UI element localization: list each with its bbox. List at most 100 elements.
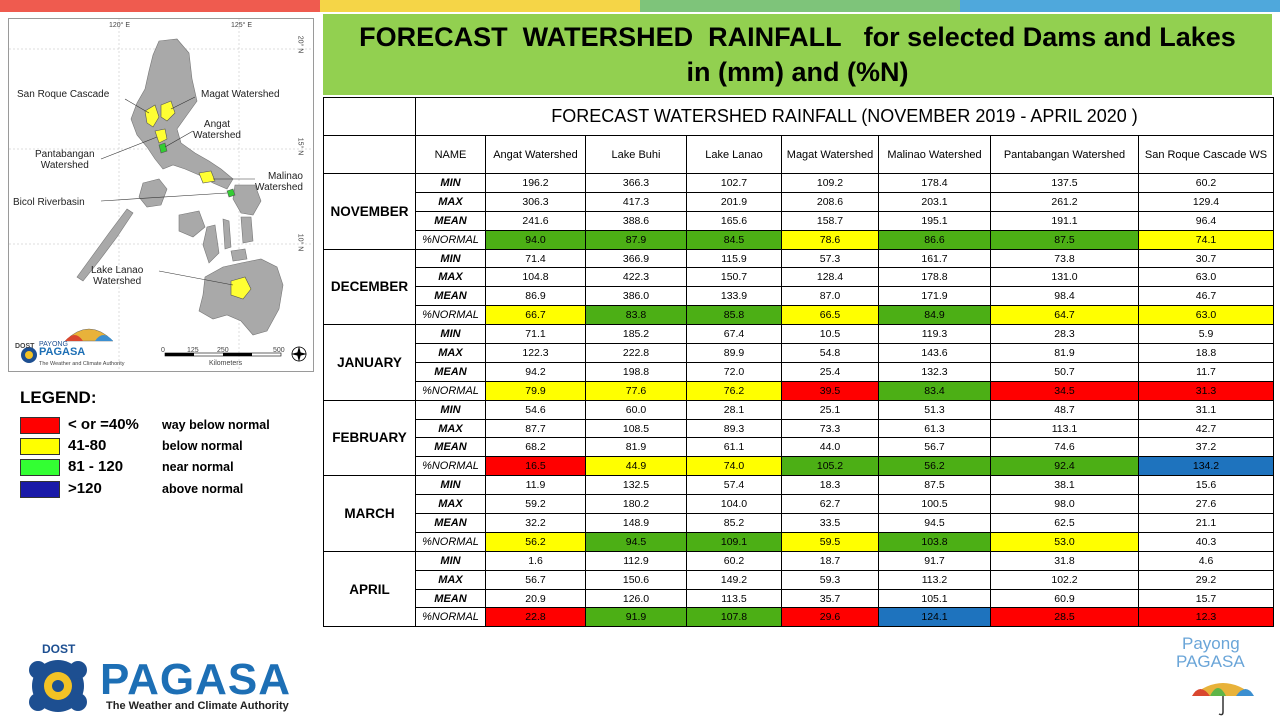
table-cell: 115.9 — [686, 248, 782, 269]
stat-label: MAX — [415, 343, 486, 363]
lake-lanao-watershed-area — [230, 276, 252, 300]
table-cell: 112.9 — [585, 550, 687, 571]
table-cell: 15.6 — [1137, 475, 1275, 496]
table-cell: 50.7 — [990, 361, 1139, 382]
table-cell: 84.9 — [878, 305, 991, 326]
name-header: NAME — [415, 135, 486, 174]
table-cell: 208.6 — [781, 191, 879, 212]
table-cell: 12.3 — [1137, 607, 1275, 628]
table-cell: 21.1 — [1137, 513, 1275, 533]
table-cell: 94.0 — [485, 229, 586, 250]
table-cell: 366.3 — [585, 173, 687, 193]
table-cell: 137.5 — [990, 173, 1139, 193]
table-cell: 74.1 — [1137, 229, 1275, 250]
stat-label: MEAN — [415, 513, 486, 533]
table-cell: 62.7 — [781, 494, 879, 515]
table-row: MEAN 68.2 81.9 61.1 44.0 56.7 74.6 37.2 — [324, 437, 1275, 458]
table-row: MAX 122.3 222.8 89.9 54.8 143.6 81.9 18.8 — [324, 343, 1275, 363]
table-cell: 44.0 — [781, 437, 879, 458]
table-cell: 158.7 — [781, 210, 879, 231]
table-row: MEAN 20.9 126.0 113.5 35.7 105.1 60.9 15.7 — [324, 588, 1275, 609]
footer-pagasa-wordmark: PAGASA — [100, 655, 291, 704]
lat-label-20: 20° N — [296, 35, 304, 54]
table-cell: 203.1 — [878, 191, 991, 212]
table-cell: 29.6 — [781, 607, 879, 628]
rainfall-table-container: FORECAST WATERSHED RAINFALL (NOVEMBER 20… — [323, 97, 1275, 628]
table-cell: 38.1 — [990, 475, 1139, 496]
table-row: NOVEMBER MIN 196.2 366.3 102.7 109.2 178.4 137.… — [323, 173, 1275, 250]
table-cell: 64.7 — [990, 305, 1139, 326]
table-cell: 149.2 — [686, 569, 782, 590]
table-row: DECEMBER MIN 71.4 366.9 115.9 57.3 161.7 73.8 30… — [323, 248, 1275, 326]
label-san-roque-cascade: San Roque Cascade — [17, 89, 110, 100]
table-cell: 109.2 — [781, 173, 879, 193]
table-cell: 31.8 — [990, 550, 1139, 571]
table-cell: 185.2 — [585, 324, 687, 345]
pantabangan-watershed-area — [154, 128, 168, 144]
table-cell: 78.6 — [781, 229, 879, 250]
san-roque-watershed-area — [144, 104, 160, 128]
payong-pagasa-label: PAGASA — [1176, 652, 1245, 671]
scale-tick-500: 500 — [273, 347, 285, 354]
table-row: %NORMAL 22.8 91.9 107.8 29.6 124.1 28.5 12.3 — [324, 607, 1275, 628]
table-cell: 72.0 — [686, 361, 782, 382]
table-cell: 109.1 — [686, 531, 782, 552]
table-cell: 104.8 — [485, 267, 586, 288]
table-row: %NORMAL 16.5 44.9 74.0 105.2 56.2 92.4 134.2 — [324, 456, 1275, 477]
map-logo-pagasa: PAGASA — [39, 346, 86, 358]
month-label: JANUARY — [323, 324, 416, 401]
table-cell: 87.0 — [781, 286, 879, 307]
table-cell: 33.5 — [781, 513, 879, 533]
table-cell: 81.9 — [990, 343, 1139, 363]
table-cell: 25.1 — [781, 399, 879, 420]
legend-desc: near normal — [162, 460, 234, 474]
table-cell: 73.8 — [990, 248, 1139, 269]
table-cell: 422.3 — [585, 267, 687, 288]
table-cell: 178.8 — [878, 267, 991, 288]
table-cell: 178.4 — [878, 173, 991, 193]
scale-tick-0: 0 — [161, 347, 165, 354]
table-cell: 48.7 — [990, 399, 1139, 420]
table-row: %NORMAL 79.9 77.6 76.2 39.5 83.4 34.5 31.3 — [324, 380, 1275, 401]
table-cell: 1.6 — [485, 550, 586, 571]
table-cell: 126.0 — [585, 588, 687, 609]
month-label: MARCH — [323, 475, 416, 552]
table-cell: 91.9 — [585, 607, 687, 628]
table-cell: 94.5 — [878, 513, 991, 533]
table-cell: 39.5 — [781, 380, 879, 401]
luzon-island — [130, 38, 234, 190]
table-row: MARCH MIN 11.9 132.5 57.4 18.3 87.5 38.1 15.6 — [323, 475, 1275, 552]
table-row: %NORMAL 94.0 87.9 84.5 78.6 86.6 87.5 74.1 — [324, 229, 1275, 250]
table-cell: 67.4 — [686, 324, 782, 345]
table-cell: 132.3 — [878, 361, 991, 382]
table-cell: 32.2 — [485, 513, 586, 533]
negros-island — [202, 224, 220, 264]
footer-dost-label: DOST — [42, 642, 76, 656]
bicol-riverbasin-area — [226, 188, 236, 198]
table-cell: 51.3 — [878, 399, 991, 420]
table-cell: 417.3 — [585, 191, 687, 212]
table-cell: 59.2 — [485, 494, 586, 515]
mindoro-island — [138, 178, 168, 208]
label-lake-lanao-watershed: Lake Lanao Watershed — [91, 265, 144, 287]
stat-label: %NORMAL — [415, 305, 486, 326]
table-cell: 31.1 — [1137, 399, 1275, 420]
bohol-island — [230, 248, 248, 262]
table-cell: 63.0 — [1137, 267, 1275, 288]
table-cell: 29.2 — [1137, 569, 1275, 590]
stat-label: MIN — [415, 173, 486, 193]
table-cell: 60.2 — [686, 550, 782, 571]
table-cell: 60.2 — [1137, 173, 1275, 193]
table-cell: 28.1 — [686, 399, 782, 420]
stat-label: MAX — [415, 267, 486, 288]
table-cell: 113.1 — [990, 418, 1139, 439]
stat-label: MEAN — [415, 210, 486, 231]
table-cell: 98.0 — [990, 494, 1139, 515]
table-cell: 54.6 — [485, 399, 586, 420]
table-cell: 87.9 — [585, 229, 687, 250]
table-cell: 42.7 — [1137, 418, 1275, 439]
title-line-1: FORECAST WATERSHED RAINFALL for selected… — [359, 21, 1236, 52]
table-cell: 71.4 — [485, 248, 586, 269]
table-cell: 66.7 — [485, 305, 586, 326]
